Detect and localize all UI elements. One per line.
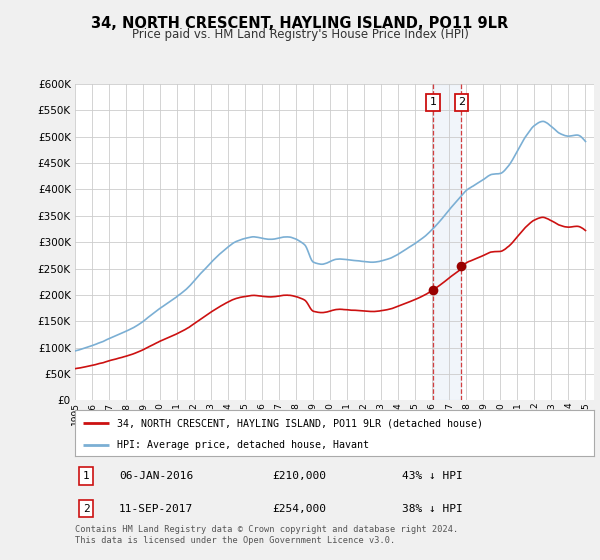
Text: Contains HM Land Registry data © Crown copyright and database right 2024.
This d: Contains HM Land Registry data © Crown c… [75, 525, 458, 545]
Text: 1: 1 [83, 471, 90, 481]
Text: £254,000: £254,000 [272, 503, 326, 514]
Text: 11-SEP-2017: 11-SEP-2017 [119, 503, 193, 514]
Text: 43% ↓ HPI: 43% ↓ HPI [402, 471, 463, 481]
Text: 2: 2 [83, 503, 90, 514]
Text: Price paid vs. HM Land Registry's House Price Index (HPI): Price paid vs. HM Land Registry's House … [131, 28, 469, 41]
Text: £210,000: £210,000 [272, 471, 326, 481]
Text: 06-JAN-2016: 06-JAN-2016 [119, 471, 193, 481]
Text: 1: 1 [430, 97, 437, 108]
Text: 2: 2 [458, 97, 465, 108]
Bar [433, 84, 461, 400]
Text: 34, NORTH CRESCENT, HAYLING ISLAND, PO11 9LR (detached house): 34, NORTH CRESCENT, HAYLING ISLAND, PO11… [116, 418, 482, 428]
Text: 38% ↓ HPI: 38% ↓ HPI [402, 503, 463, 514]
Text: 34, NORTH CRESCENT, HAYLING ISLAND, PO11 9LR: 34, NORTH CRESCENT, HAYLING ISLAND, PO11… [91, 16, 509, 31]
Text: HPI: Average price, detached house, Havant: HPI: Average price, detached house, Hava… [116, 440, 368, 450]
